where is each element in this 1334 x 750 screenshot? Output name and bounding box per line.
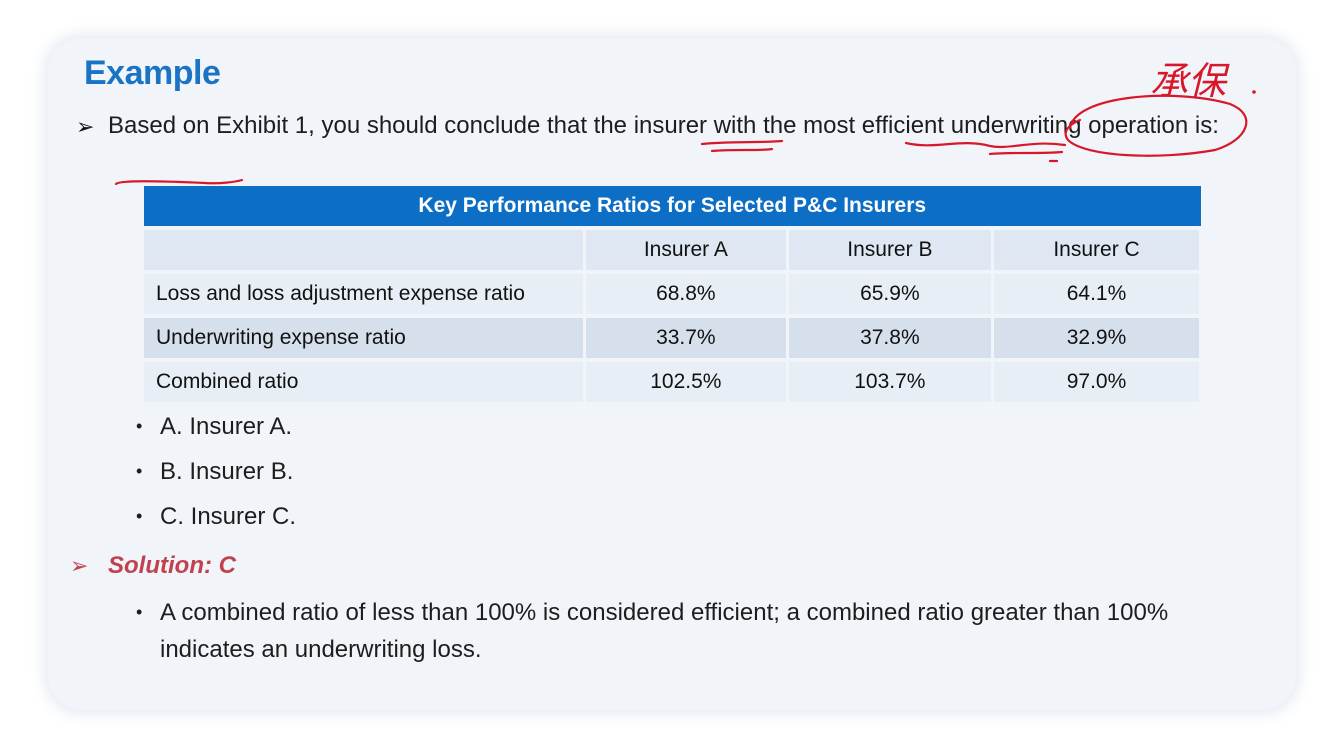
column-header: Insurer B <box>787 228 995 274</box>
arrow-bullet-icon: ➢ <box>70 553 89 578</box>
option-label: A. Insurer A. <box>160 412 293 440</box>
answer-options: • A. Insurer A. • B. Insurer B. • C. Ins… <box>136 404 296 539</box>
dot-bullet-icon: • <box>136 602 143 622</box>
option-label: B. Insurer B. <box>160 457 294 485</box>
table-cell: 64.1% <box>992 272 1202 318</box>
row-label: Combined ratio <box>144 360 586 406</box>
explanation-text: A combined ratio of less than 100% is co… <box>160 599 1169 663</box>
option-b[interactable]: • B. Insurer B. <box>136 449 296 494</box>
dot-bullet-icon: • <box>136 506 143 526</box>
table-cell: 102.5% <box>584 360 789 406</box>
column-header: Insurer C <box>992 228 1202 274</box>
table-cell: 103.7% <box>787 360 995 406</box>
table-cell: 68.8% <box>584 272 789 318</box>
table-cell: 37.8% <box>787 316 995 362</box>
arrow-bullet-icon: ➢ <box>76 114 95 139</box>
table-cell: 97.0% <box>992 360 1202 406</box>
column-header <box>144 228 586 274</box>
table-row: Loss and loss adjustment expense ratio 6… <box>144 272 1202 318</box>
question-text: Based on Exhibit 1, you should conclude … <box>108 112 1219 139</box>
option-a[interactable]: • A. Insurer A. <box>136 404 296 449</box>
column-header: Insurer A <box>584 228 789 274</box>
row-label: Loss and loss adjustment expense ratio <box>144 272 586 318</box>
option-c[interactable]: • C. Insurer C. <box>136 494 296 539</box>
dot-bullet-icon: • <box>136 461 143 481</box>
option-label: C. Insurer C. <box>160 502 297 530</box>
slide-title: Example <box>84 54 221 92</box>
table-caption: Key Performance Ratios for Selected P&C … <box>144 186 1201 230</box>
table-row: Underwriting expense ratio 33.7% 37.8% 3… <box>144 316 1202 362</box>
table-cell: 33.7% <box>584 316 789 362</box>
table-cell: 65.9% <box>787 272 995 318</box>
dot-bullet-icon: • <box>136 416 143 436</box>
solution-explanation: • A combined ratio of less than 100% is … <box>136 594 1246 668</box>
performance-ratio-table: Key Performance Ratios for Selected P&C … <box>144 186 1202 406</box>
table-row: Combined ratio 102.5% 103.7% 97.0% <box>144 360 1202 406</box>
table-header-row: Insurer A Insurer B Insurer C <box>144 228 1202 274</box>
table-cell: 32.9% <box>992 316 1202 362</box>
row-label: Underwriting expense ratio <box>144 316 586 362</box>
solution-heading: Solution: C <box>108 552 236 579</box>
